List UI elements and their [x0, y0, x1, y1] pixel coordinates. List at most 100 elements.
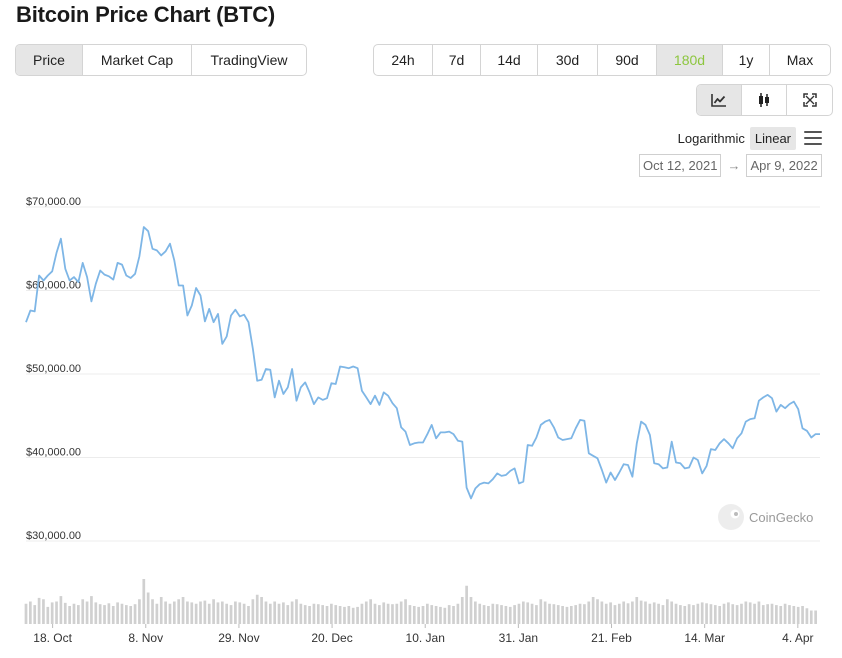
volume-bar — [447, 605, 451, 624]
volume-bar — [386, 603, 390, 624]
volume-bar — [207, 603, 211, 624]
volume-bar — [788, 605, 791, 624]
volume-bar — [635, 597, 639, 624]
volume-bar — [757, 601, 761, 624]
view-mode-selector — [696, 84, 833, 116]
tab-tradingview[interactable]: TradingView — [210, 52, 288, 68]
volume-bar — [535, 605, 538, 624]
volume-bar — [718, 606, 722, 624]
volume-bar — [59, 596, 63, 624]
volume-bar — [692, 605, 695, 624]
volume-bar — [290, 601, 294, 624]
volume-bar — [792, 606, 796, 624]
volume-bar — [661, 605, 665, 624]
volume-bar — [142, 579, 146, 624]
range-1y-button[interactable]: 1y — [723, 45, 770, 75]
volume-bar — [644, 601, 647, 624]
range-90d-button[interactable]: 90d — [598, 45, 657, 75]
volume-bar — [404, 599, 407, 624]
x-tick-label: 18. Oct — [33, 631, 72, 645]
volume-bar — [508, 606, 512, 624]
volume-bar — [37, 597, 41, 624]
volume-bar — [399, 601, 403, 624]
volume-bar — [439, 606, 442, 624]
volume-bar — [373, 603, 377, 624]
range-max-button[interactable]: Max — [786, 52, 814, 68]
volume-bar — [495, 604, 499, 624]
volume-bar — [312, 603, 316, 624]
volume-bar — [382, 602, 386, 624]
date-from-input[interactable]: Oct 12, 2021 — [639, 154, 722, 177]
volume-bar — [574, 605, 578, 624]
x-axis-labels: 18. Oct 8. Nov 29. Nov 20. Dec 10. Jan 31. Ja… — [33, 624, 814, 645]
volume-bar — [408, 605, 412, 624]
coingecko-watermark: CoinGecko — [718, 504, 813, 530]
volume-bar — [491, 603, 495, 624]
volume-bar — [565, 606, 569, 624]
volume-bar — [77, 605, 80, 624]
volume-bar — [679, 605, 682, 624]
volume-bar — [316, 604, 320, 624]
volume-bar — [748, 602, 752, 624]
volume-bar — [770, 603, 774, 624]
volume-bar — [238, 602, 242, 624]
volume-bar — [709, 604, 713, 624]
volume-bar — [234, 601, 237, 624]
y-axis-labels: $70,000.00 $60,000.00 $50,000.00 $40,000.00… — [26, 196, 81, 542]
volume-bar — [72, 603, 76, 624]
range-7d-button[interactable]: 7d — [433, 45, 481, 75]
x-tick-label: 31. Jan — [499, 631, 538, 645]
volume-bar — [674, 603, 678, 624]
tab-price[interactable]: Price — [16, 45, 83, 75]
x-tick-label: 29. Nov — [218, 631, 259, 645]
volume-bar — [68, 606, 71, 624]
fullscreen-button[interactable] — [787, 85, 832, 115]
volume-bar — [268, 603, 272, 624]
volume-bar — [81, 599, 85, 624]
range-24h-button[interactable]: 24h — [374, 45, 433, 75]
line-chart-button[interactable] — [697, 85, 742, 115]
volume-bar — [391, 604, 394, 624]
volume-bar — [199, 601, 202, 624]
volume-bar — [469, 597, 473, 624]
volume-bar — [648, 603, 652, 624]
volume-bar — [587, 601, 591, 624]
volume-bar — [343, 606, 346, 624]
page-title: Bitcoin Price Chart (BTC) — [16, 2, 276, 27]
volume-bar — [103, 605, 106, 624]
coingecko-logo-icon — [718, 504, 744, 530]
volume-bar — [50, 602, 54, 624]
range-180d-button[interactable]: 180d — [657, 45, 723, 75]
range-14d-button[interactable]: 14d — [481, 45, 538, 75]
volume-bar — [740, 603, 743, 624]
volume-bar — [779, 606, 783, 624]
volume-bar — [521, 601, 525, 624]
range-30d-button[interactable]: 30d — [538, 45, 598, 75]
volume-bar — [513, 605, 516, 624]
logarithmic-scale-option[interactable]: Logarithmic — [677, 130, 745, 146]
volume-bar — [338, 606, 342, 624]
volume-bar — [753, 603, 756, 624]
volume-bar — [465, 585, 468, 624]
volume-bar — [216, 602, 220, 624]
date-to-input[interactable]: Apr 9, 2022 — [746, 154, 822, 177]
y-tick-label: $40,000.00 — [26, 447, 81, 459]
volume-bar — [727, 602, 730, 624]
x-tick-label: 20. Dec — [311, 631, 352, 645]
volume-bar — [583, 604, 586, 624]
candlestick-button[interactable] — [742, 85, 787, 115]
tab-market-cap[interactable]: Market Cap — [83, 45, 192, 75]
volume-bar — [569, 606, 573, 624]
volume-bar — [90, 596, 93, 624]
volume-bar — [124, 605, 128, 624]
volume-bar — [783, 603, 787, 624]
volume-bar — [683, 606, 687, 624]
volume-bar — [116, 602, 119, 624]
volume-bar — [282, 602, 285, 624]
linear-scale-option[interactable]: Linear — [749, 126, 796, 150]
volume-bar — [225, 603, 229, 624]
hamburger-menu-icon[interactable] — [804, 131, 822, 145]
volume-bar — [596, 599, 599, 624]
volume-bar — [805, 608, 809, 624]
